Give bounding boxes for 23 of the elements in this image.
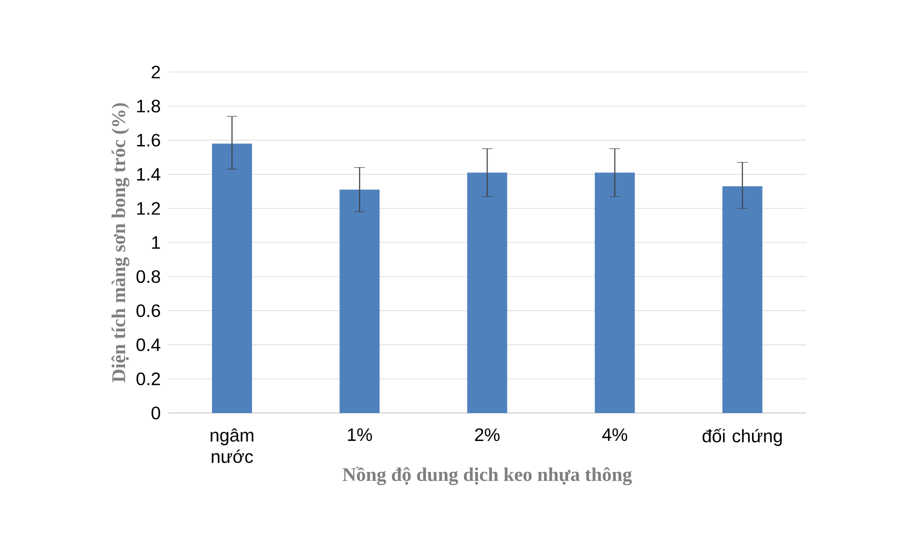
bar [212,144,252,413]
bar [467,172,508,413]
y-tick-label: 1.4 [137,168,160,180]
y-tick-label: 0 [152,406,160,420]
x-tick-label: đối chứng [702,428,782,446]
x-tick-label: ngâm nước [210,428,254,463]
y-tick-label: 0.2 [136,372,160,386]
x-tick-label: 4% [602,428,628,441]
bar [594,172,635,413]
bar [340,190,380,413]
bar [722,186,762,413]
y-tick-label: 0.6 [136,304,160,318]
y-axis-title: Diện tích màng sơn bong tróc (%) [111,103,130,382]
y-tick-label: 1.6 [137,134,160,147]
y-tick-label: 0.8 [136,270,160,283]
x-tick-label: 1% [348,428,372,441]
y-tick-label: 1 [152,236,160,249]
x-tick-label: 2% [475,428,500,442]
y-tick-label: 1.8 [137,100,160,112]
y-tick-label: 0.4 [136,338,160,352]
x-axis-title: Nồng độ dung dịch keo nhựa thông [342,466,632,486]
y-tick-label: 2 [152,66,160,78]
y-tick-label: 1.2 [137,202,160,215]
